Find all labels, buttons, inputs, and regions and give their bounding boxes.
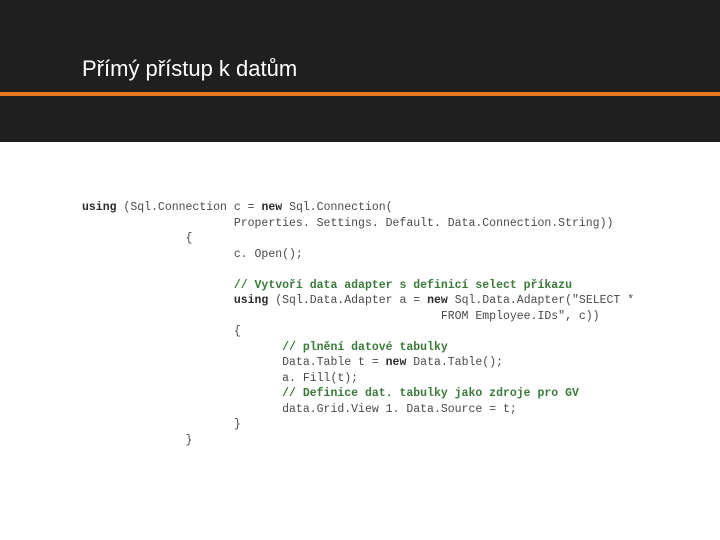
slide-title: Přímý přístup k datům — [0, 56, 297, 82]
code-text: FROM Employee.IDs", c)) — [82, 310, 600, 323]
keyword-using: using — [82, 201, 117, 214]
code-text: c. Open(); — [82, 248, 303, 261]
code-text: Data.Table(); — [406, 356, 503, 369]
code-comment: // Definice dat. tabulky jako zdroje pro… — [82, 387, 579, 400]
code-text: { — [82, 325, 241, 338]
code-text: Properties. Settings. Default. Data.Conn… — [82, 217, 613, 230]
header-dark-bottom — [0, 96, 720, 142]
title-row: Přímý přístup k datům — [0, 46, 720, 92]
keyword-new: new — [386, 356, 407, 369]
code-text: (Sql.Connection c = — [117, 201, 262, 214]
code-text: Data.Table t = — [82, 356, 386, 369]
code-text: data.Grid.View 1. Data.Source = t; — [82, 403, 517, 416]
code-text: (Sql.Data.Adapter a = — [268, 294, 427, 307]
keyword-new: new — [261, 201, 282, 214]
header-dark-top — [0, 0, 720, 46]
slide: Přímý přístup k datům using (Sql.Connect… — [0, 0, 720, 540]
code-comment: // plnění datové tabulky — [82, 341, 448, 354]
code-text: } — [82, 418, 241, 431]
code-text: a. Fill(t); — [82, 372, 358, 385]
code-comment: // Vytvoří data adapter s definicí selec… — [82, 279, 572, 292]
keyword-using: using — [234, 294, 269, 307]
code-text — [82, 294, 234, 307]
code-text: { — [82, 232, 192, 245]
code-text: Sql.Connection( — [282, 201, 392, 214]
code-text: } — [82, 434, 192, 447]
code-text: Sql.Data.Adapter("SELECT * — [448, 294, 634, 307]
keyword-new: new — [427, 294, 448, 307]
code-block: using (Sql.Connection c = new Sql.Connec… — [82, 200, 680, 448]
